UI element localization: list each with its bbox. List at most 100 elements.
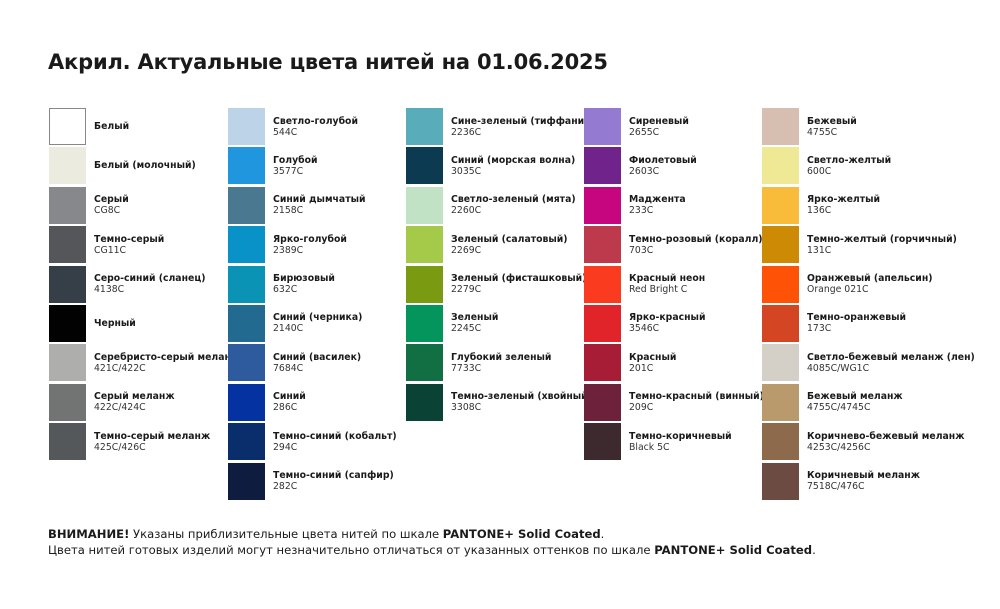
pantone-code: 294C	[273, 441, 298, 453]
color-swatch	[584, 186, 621, 224]
color-name: Голубой	[273, 154, 318, 166]
footer-note-2: Цвета нитей готовых изделий могут незнач…	[48, 543, 816, 557]
color-name: Серый	[94, 194, 129, 206]
pantone-code: 7733C	[451, 362, 482, 374]
page-title: Акрил. Актуальные цвета нитей на 01.06.2…	[48, 50, 608, 74]
color-name: Серый меланж	[94, 391, 175, 403]
color-swatch	[762, 108, 799, 145]
color-name: Серебристо-серый меланж	[94, 351, 241, 363]
color-item: Темно-синий (кобальт) 294C	[228, 423, 406, 462]
color-swatch	[584, 304, 621, 342]
pantone-code: 7518C/476C	[807, 481, 865, 493]
pantone-code: 173C	[807, 323, 832, 335]
color-item: Ярко-желтый 136C	[762, 186, 940, 226]
color-swatch	[228, 304, 265, 342]
color-item: Зеленый (салатовый) 2269C	[406, 226, 584, 265]
pantone-code: 2260C	[451, 205, 482, 217]
color-column: Сине-зеленый (тиффани) 2236C Синий (морска…	[406, 108, 592, 423]
note-text: Указаны приблизительные цвета нитей по ш…	[129, 527, 443, 541]
color-swatch	[49, 265, 86, 303]
pantone-code: Black 5C	[629, 441, 670, 453]
color-name: Ярко-голубой	[273, 233, 347, 245]
footer-note-1: ВНИМАНИЕ! Указаны приблизительные цвета …	[48, 527, 604, 541]
color-column: Сиреневый 2655C Фиолетовый 2603C Маджента 233…	[584, 108, 764, 463]
color-swatch	[762, 186, 799, 224]
color-item: Коричнево-бежевый меланж 4253C/4256C	[762, 423, 964, 462]
pantone-code: 233C	[629, 205, 654, 217]
color-name: Зеленый (фисташковый)	[451, 273, 587, 285]
color-item: Серо-синий (сланец) 4138C	[49, 265, 227, 305]
color-name: Синий (василек)	[273, 351, 362, 363]
color-swatch	[49, 383, 86, 421]
color-name: Сиреневый	[629, 115, 689, 127]
pantone-code: 4138C	[94, 284, 125, 296]
color-item: Темно-красный (винный) 209C	[584, 383, 764, 423]
color-item: Сине-зеленый (тиффани) 2236C	[406, 108, 588, 147]
color-swatch	[762, 383, 799, 421]
color-name: Темно-зеленый (хвойный)	[451, 391, 592, 403]
note-text: Цвета нитей готовых изделий могут незнач…	[48, 543, 655, 557]
color-name: Маджента	[629, 194, 686, 206]
pantone-label: PANTONE+ Solid Coated	[654, 543, 813, 557]
color-name: Темно-коричневый	[629, 430, 732, 442]
pantone-code: 3546C	[629, 323, 660, 335]
color-swatch	[228, 423, 265, 461]
color-name: Красный	[629, 351, 677, 363]
color-swatch	[584, 108, 621, 145]
color-name: Оранжевый (апельсин)	[807, 273, 933, 285]
color-swatch	[228, 186, 265, 224]
color-item: Маджента 233C	[584, 186, 762, 226]
color-swatch	[228, 462, 265, 500]
color-name: Зеленый (салатовый)	[451, 233, 568, 245]
color-item: Синий дымчатый 2158C	[228, 186, 406, 226]
color-item: Коричневый меланж 7518C/476C	[762, 462, 940, 502]
color-item: Светло-зеленый (мята) 2260C	[406, 186, 584, 226]
color-item: Глубокий зеленый 7733C	[406, 344, 584, 383]
pantone-code: 2158C	[273, 205, 304, 217]
color-item: Синий (черника) 2140C	[228, 304, 406, 344]
color-item: Голубой 3577C	[228, 147, 406, 186]
color-item: Ярко-голубой 2389C	[228, 226, 406, 265]
color-name: Серо-синий (сланец)	[94, 273, 206, 285]
color-item: Сиреневый 2655C	[584, 108, 762, 147]
pantone-code: 282C	[273, 481, 298, 493]
color-item: Темно-серый меланж 425C/426C	[49, 423, 227, 462]
color-name: Синий	[273, 391, 306, 403]
color-name: Белый (молочный)	[94, 160, 196, 172]
color-name: Темно-серый	[94, 233, 165, 245]
color-name: Темно-розовый (коралл)	[629, 233, 763, 245]
pantone-code: 201C	[629, 362, 654, 374]
pantone-code: 544C	[273, 126, 298, 138]
color-swatch	[762, 423, 799, 461]
color-swatch	[228, 265, 265, 303]
color-name: Бежевый меланж	[807, 391, 903, 403]
color-name: Белый	[94, 121, 130, 132]
color-item: Красный 201C	[584, 344, 762, 383]
color-name: Коричнево-бежевый меланж	[807, 430, 965, 442]
color-name: Красный неон	[629, 273, 706, 285]
pantone-code: 425C/426C	[94, 441, 146, 453]
color-swatch	[584, 265, 621, 303]
color-swatch	[49, 304, 86, 342]
note-end: .	[812, 543, 816, 557]
color-item: Темно-оранжевый 173C	[762, 304, 940, 344]
color-swatch	[49, 344, 86, 382]
color-name: Светло-голубой	[273, 115, 358, 127]
pantone-code: 421C/422C	[94, 362, 146, 374]
color-name: Глубокий зеленый	[451, 351, 552, 363]
color-item: Белый	[49, 108, 227, 147]
color-name: Темно-синий (сапфир)	[273, 470, 394, 482]
color-item: Синий (василек) 7684C	[228, 344, 406, 383]
color-item: Оранжевый (апельсин) Orange 021C	[762, 265, 940, 305]
pantone-code: 131C	[807, 244, 832, 256]
pantone-code: Orange 021C	[807, 284, 869, 296]
pantone-code: 600C	[807, 165, 832, 177]
color-item: Черный	[49, 304, 227, 344]
color-column: Бежевый 4755C Светло-желтый 600C Ярко-желтый…	[762, 108, 975, 502]
color-item: Серый CG8C	[49, 186, 227, 226]
color-name: Коричневый меланж	[807, 470, 920, 482]
pantone-code: 3035C	[451, 165, 482, 177]
pantone-code: 422C/424C	[94, 402, 146, 414]
pantone-code: 2655C	[629, 126, 660, 138]
color-swatch	[228, 147, 265, 185]
